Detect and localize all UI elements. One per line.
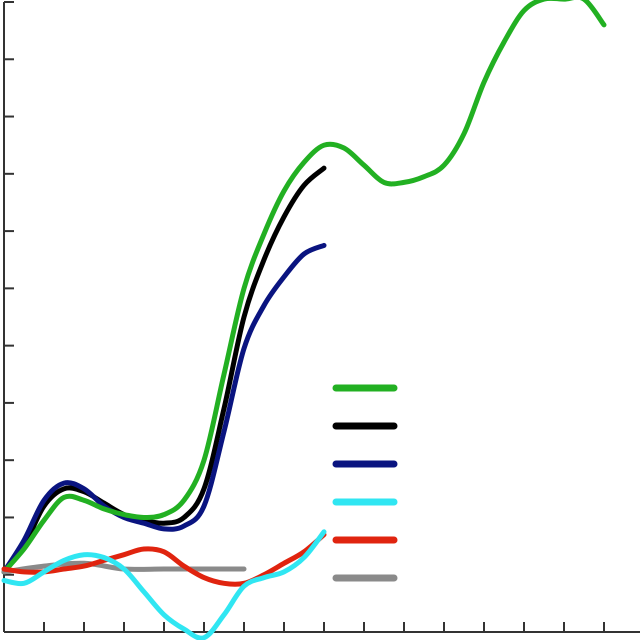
legend — [332, 384, 398, 582]
series-line-1 — [1, 0, 607, 575]
chart-axes — [3, 1, 640, 633]
series-line-4 — [1, 529, 327, 640]
series-line-3 — [1, 242, 327, 575]
series-line-5 — [1, 532, 327, 587]
series-lines — [1, 0, 607, 640]
series-line-2 — [1, 165, 327, 575]
